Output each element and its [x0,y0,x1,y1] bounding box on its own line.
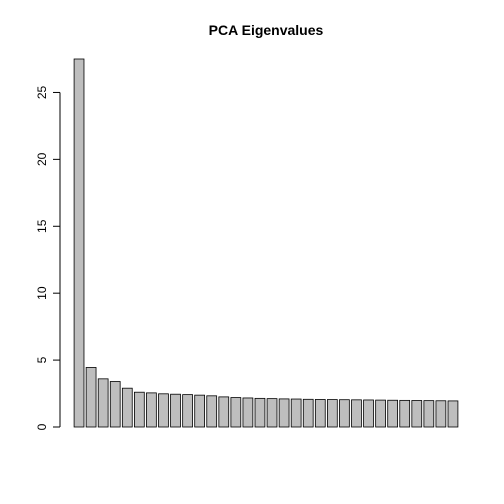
bar-25 [363,399,374,428]
bar-23 [339,399,350,428]
y-tick-label-20: 20 [35,152,49,166]
bar-2 [85,367,97,428]
bar-29 [411,400,423,428]
y-tick-label-5: 5 [35,356,49,363]
bar-15 [242,397,254,428]
bar-17 [266,398,278,428]
bar-13 [218,396,230,428]
bar-32 [447,400,459,428]
bar-31 [435,400,447,428]
bar-21 [314,399,326,428]
bar-22 [326,399,338,428]
bar-6 [133,391,145,428]
y-tick-label-0: 0 [35,423,49,430]
chart-title: PCA Eigenvalues [209,22,324,38]
y-tick-label-25: 25 [35,85,49,99]
bar-24 [351,399,362,428]
bar-20 [302,398,314,428]
y-tick-label-10: 10 [35,286,49,300]
bar-16 [254,397,266,428]
bar-4 [109,381,121,428]
bar-10 [182,394,193,428]
bars-group [73,58,459,428]
y-axis: 0 5 10 15 20 25 [35,85,61,430]
bar-18 [278,398,290,428]
bar-9 [170,393,181,428]
bar-7 [146,392,157,428]
bar-8 [158,393,169,428]
bar-27 [387,399,398,428]
y-tick-label-15: 15 [35,219,49,233]
bar-12 [206,395,218,428]
bar-1 [73,58,85,428]
bar-19 [290,398,302,428]
bar-14 [230,397,242,428]
bar-30 [423,400,435,428]
bar-11 [194,394,206,428]
bar-26 [375,399,386,428]
bar-5 [121,387,133,428]
bar-3 [97,378,109,428]
bar-28 [399,399,411,428]
